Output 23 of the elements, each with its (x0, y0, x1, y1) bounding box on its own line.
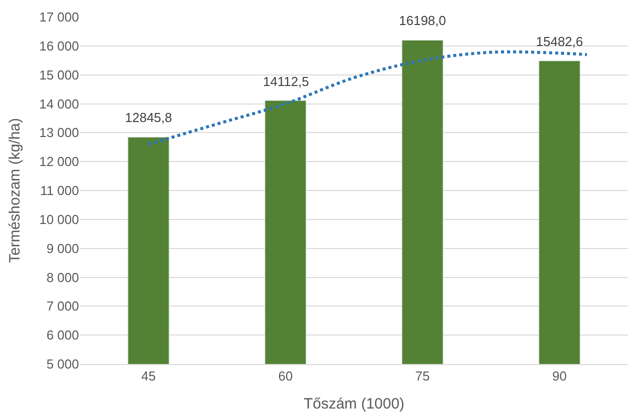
y-axis-title: Terméshozam (kg/ha) (6, 118, 24, 264)
x-tick-label: 60 (278, 368, 293, 384)
y-tick-label: 10 000 (39, 212, 79, 227)
y-tick-label: 12 000 (39, 154, 79, 170)
y-tick-label: 14 000 (39, 96, 79, 112)
y-tick-label: 11 000 (40, 183, 79, 198)
y-tick-label: 16 000 (39, 38, 79, 54)
x-tick-label: 90 (552, 368, 567, 384)
data-label: 16198,0 (399, 13, 446, 28)
data-label: 15482,6 (536, 34, 583, 49)
y-tick-label: 7 000 (46, 298, 79, 314)
y-tick-label: 5 000 (46, 356, 79, 372)
data-label: 14112,5 (263, 74, 310, 89)
x-axis-title: Tőszám (1000) (304, 396, 404, 413)
x-tick-label: 45 (141, 368, 156, 384)
y-tick-label: 13 000 (39, 125, 79, 140)
y-tick-label: 8 000 (46, 270, 79, 285)
y-tick-label: 9 000 (46, 240, 79, 256)
y-tick-label: 17 000 (39, 10, 79, 25)
data-label: 12845,8 (125, 110, 172, 125)
x-tick-label: 75 (415, 368, 430, 384)
y-tick-label: 6 000 (46, 328, 79, 343)
y-tick-label: 15 000 (39, 67, 79, 82)
